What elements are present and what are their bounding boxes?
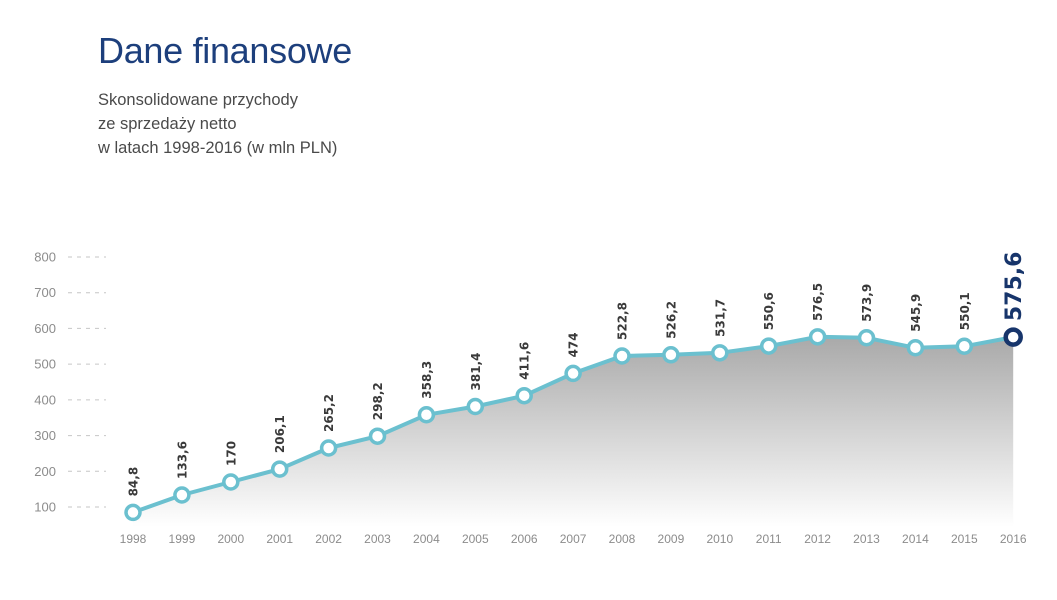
y-tick-label: 300	[34, 428, 56, 443]
x-tick-label: 1999	[169, 532, 196, 546]
data-label: 576,5	[811, 283, 825, 321]
data-point	[124, 503, 142, 522]
x-tick-label: 2013	[853, 532, 880, 546]
y-tick-label: 400	[34, 392, 56, 407]
data-point	[662, 346, 680, 364]
data-label: 206,1	[273, 415, 287, 453]
x-tick-label: 2010	[706, 532, 733, 546]
x-tick-label: 2007	[560, 532, 587, 546]
x-tick-label: 2004	[413, 532, 440, 546]
data-label: 522,8	[616, 302, 630, 340]
data-point	[857, 329, 876, 347]
data-point	[906, 339, 925, 357]
y-tick-label: 100	[34, 500, 56, 515]
chart-subtitle: Skonsolidowane przychody ze sprzedaży ne…	[98, 88, 337, 160]
x-tick-label: 2001	[266, 532, 293, 546]
data-labels: 84,8 133,6 170 206,1 265,2 298,2 358,3 381,4 411…	[127, 252, 1028, 497]
x-tick-label: 2008	[609, 532, 636, 546]
x-tick-label: 2009	[658, 532, 685, 546]
data-point	[759, 337, 778, 355]
data-point	[173, 486, 191, 504]
highlight-data-label: 575,6	[1002, 252, 1027, 322]
data-point	[515, 386, 533, 405]
data-label: 526,2	[664, 301, 678, 339]
data-label: 133,6	[175, 441, 189, 479]
area-fill	[133, 336, 1014, 527]
y-tick-label: 200	[34, 464, 56, 479]
x-tick-label: 2011	[756, 532, 782, 546]
x-tick-label: 2014	[902, 532, 929, 546]
data-point	[711, 344, 729, 362]
x-tick-label: 2000	[217, 532, 244, 546]
highlight-data-point	[1003, 327, 1023, 347]
data-label: 381,4	[469, 353, 483, 391]
x-tick-label: 2016	[1000, 532, 1027, 546]
data-point	[417, 406, 436, 424]
subtitle-line: Skonsolidowane przychody	[98, 91, 298, 109]
data-label: 550,6	[762, 292, 776, 330]
x-tick-label: 2002	[315, 532, 342, 546]
y-tick-label: 700	[34, 285, 56, 300]
data-point	[270, 460, 289, 478]
x-tick-label: 2003	[364, 532, 391, 546]
x-axis: 1998 1999 2000 2001 2002 2003 2004 2005 2006 2007…	[120, 532, 1027, 546]
data-label: 545,9	[909, 294, 923, 332]
x-tick-label: 2012	[804, 532, 831, 546]
data-label: 550,1	[958, 292, 972, 330]
points-layer	[124, 327, 1023, 522]
chart-title: Dane finansowe	[98, 30, 352, 71]
data-label: 573,9	[860, 284, 874, 322]
data-label: 358,3	[420, 361, 434, 399]
x-tick-label: 1998	[120, 532, 147, 546]
data-label: 411,6	[518, 342, 532, 380]
data-point	[368, 427, 387, 445]
data-label: 474	[567, 332, 581, 357]
subtitle-line: w latach 1998-2016 (w mln PLN)	[98, 139, 338, 157]
x-tick-label: 2006	[511, 532, 538, 546]
x-tick-label: 2015	[951, 532, 978, 546]
y-tick-label: 600	[34, 321, 56, 336]
subtitle-line: ze sprzedaży netto	[98, 115, 237, 133]
data-label: 84,8	[127, 467, 141, 497]
data-point	[955, 337, 974, 355]
data-point	[319, 439, 338, 457]
data-point	[613, 347, 631, 365]
data-point	[222, 473, 240, 491]
data-label: 531,7	[713, 299, 727, 337]
data-label: 170	[224, 441, 238, 466]
data-point	[466, 397, 485, 416]
data-label: 265,2	[322, 394, 336, 432]
data-label: 298,2	[371, 382, 385, 420]
y-tick-label: 800	[34, 250, 56, 265]
y-tick-label: 500	[34, 357, 56, 372]
y-axis: 100 200 300 400 500 600 700 800	[34, 250, 106, 515]
x-tick-label: 2005	[462, 532, 489, 546]
data-point	[808, 328, 827, 346]
data-point	[564, 364, 582, 383]
